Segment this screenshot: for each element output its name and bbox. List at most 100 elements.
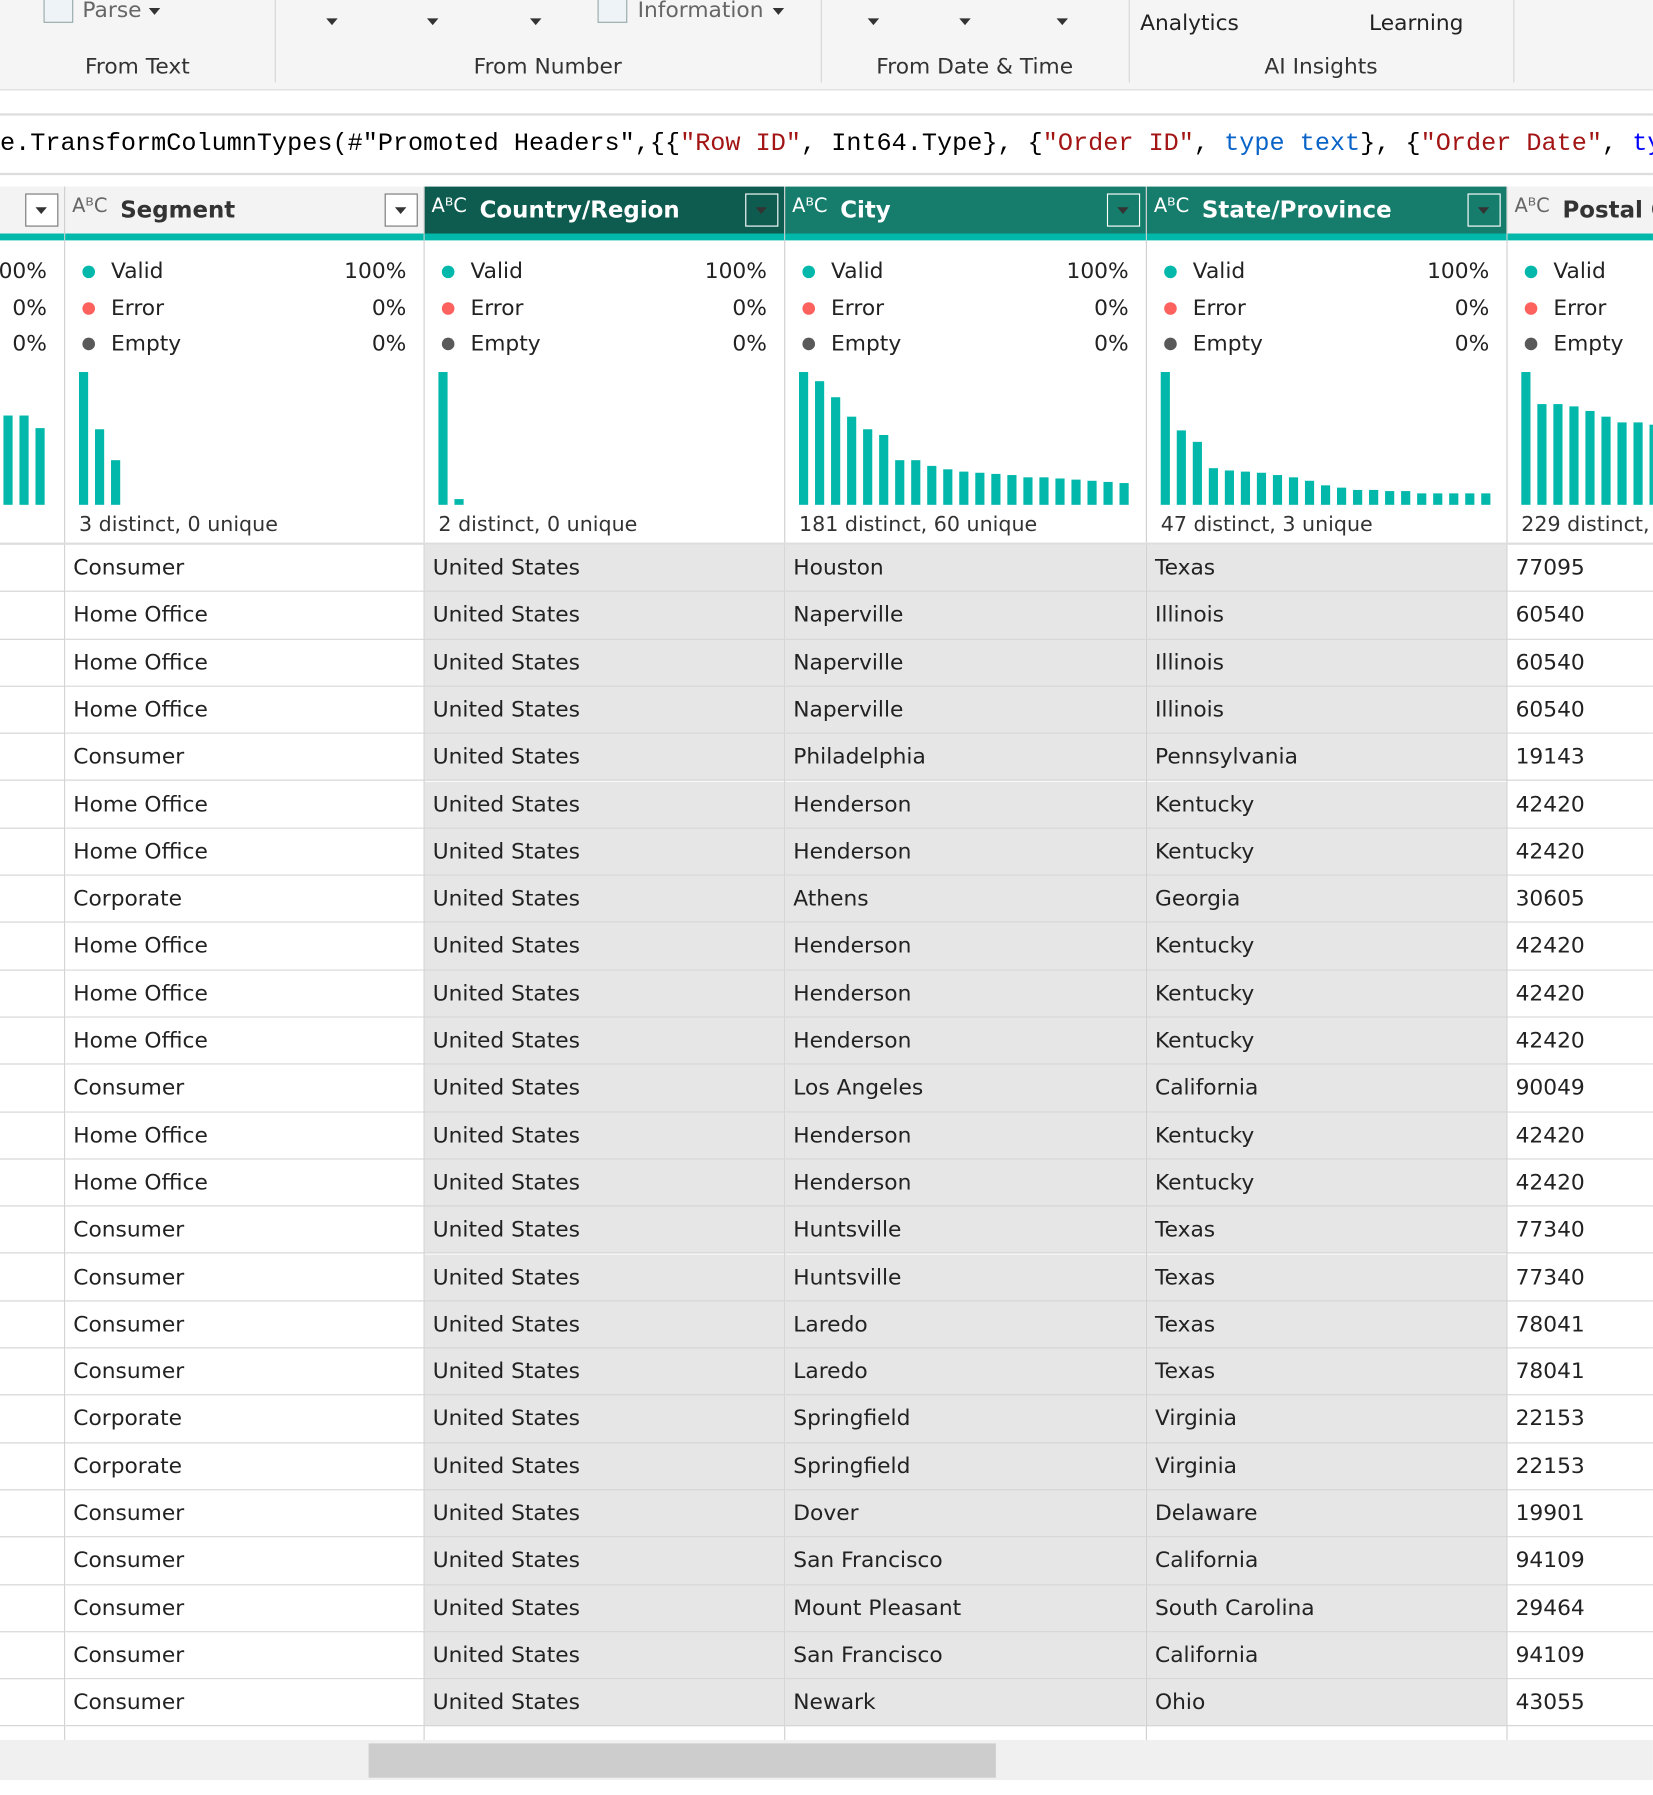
table-cell <box>424 1348 785 1396</box>
table-cell <box>65 1679 424 1727</box>
cell-text: United States <box>432 1453 580 1479</box>
histogram-bar <box>35 427 45 505</box>
table-cell <box>424 1301 785 1349</box>
table-cell <box>65 1632 424 1680</box>
row-line <box>0 1490 66 1538</box>
cell-text: 60540 <box>1515 602 1585 628</box>
table-cell <box>1146 1064 1507 1113</box>
ribbon-button[interactable]: Learning <box>1369 10 1464 36</box>
table-cell <box>785 592 1146 640</box>
cell-text: United States <box>432 555 580 581</box>
table-cell <box>785 1443 1146 1491</box>
stat-dot <box>82 265 96 279</box>
column-filter[interactable] <box>745 193 779 227</box>
table-cell <box>1507 1064 1653 1113</box>
table-cell <box>65 544 424 593</box>
table-cell <box>1146 1584 1507 1633</box>
table-cell <box>785 923 1146 971</box>
dropdown-caret[interactable] <box>772 8 785 15</box>
histogram-bar <box>975 472 985 505</box>
dropdown-caret[interactable] <box>394 207 407 215</box>
table-cell <box>65 1584 424 1633</box>
table-cell <box>1146 781 1507 829</box>
header-accent <box>0 233 66 241</box>
stat-label: Valid <box>470 258 523 284</box>
column-name[interactable]: Country/Region <box>479 195 680 224</box>
dropdown-caret[interactable] <box>867 18 880 26</box>
cell-text: Kentucky <box>1155 838 1255 865</box>
cell-text: South Carolina <box>1155 1595 1315 1621</box>
table-cell <box>1146 1301 1507 1349</box>
histogram-bar <box>1481 492 1491 505</box>
cell-text: Consumer <box>73 555 185 581</box>
formula-token: "Row ID" <box>680 129 801 158</box>
cell-text: 94109 <box>1515 1642 1585 1668</box>
dropdown-caret[interactable] <box>1117 207 1129 215</box>
column-name[interactable]: City <box>840 195 891 224</box>
stat-value: 100% <box>1066 258 1129 284</box>
table-cell <box>424 1254 785 1302</box>
column-header <box>65 186 425 235</box>
row-line <box>0 876 66 924</box>
table-cell <box>785 1679 1146 1727</box>
row-line <box>0 970 66 1018</box>
cell-text: Kentucky <box>1155 791 1255 817</box>
cell-text: Corporate <box>73 886 182 912</box>
table-cell <box>65 1490 424 1538</box>
table-cell <box>1146 1632 1507 1680</box>
table-cell <box>424 923 785 971</box>
table-cell <box>785 1395 1146 1444</box>
column-filter[interactable] <box>1467 193 1501 227</box>
dropdown-caret[interactable] <box>148 8 161 15</box>
dropdown-caret[interactable] <box>1056 18 1069 26</box>
cell-text: United States <box>432 1642 580 1668</box>
dropdown-caret[interactable] <box>755 207 767 215</box>
table-cell <box>1146 828 1507 876</box>
table-cell <box>424 686 785 734</box>
column-name[interactable]: State/Province <box>1201 195 1392 224</box>
profile-divider <box>1507 542 1653 545</box>
column-name[interactable]: Postal C <box>1562 195 1653 224</box>
table-cell <box>65 639 424 687</box>
histogram-bar <box>1417 492 1427 505</box>
row-line <box>0 592 66 640</box>
histogram-bar <box>1433 492 1443 505</box>
column-summary: 2 distinct, 0 unique <box>438 512 638 537</box>
cell-text: Home Office <box>73 838 208 865</box>
ribbon-button[interactable]: Information <box>637 0 764 23</box>
cell-text: Kentucky <box>1155 933 1255 959</box>
column-name[interactable]: Segment <box>120 195 236 224</box>
table-cell <box>1507 686 1653 734</box>
dropdown-caret[interactable] <box>1477 207 1490 215</box>
dropdown-caret[interactable] <box>529 18 542 26</box>
dropdown-caret[interactable] <box>959 18 971 26</box>
dropdown-caret[interactable] <box>426 18 439 26</box>
ribbon-button[interactable]: Analytics <box>1140 10 1239 36</box>
table-cell <box>1507 1584 1653 1633</box>
cell-text: United States <box>432 696 580 723</box>
histogram-bar <box>1521 372 1531 505</box>
ribbon-button[interactable]: Parse <box>82 0 142 23</box>
histogram-bar <box>1087 480 1097 505</box>
stat-value: 0% <box>1454 330 1490 357</box>
stat-dot <box>1164 337 1177 351</box>
histogram-bar <box>1649 425 1653 505</box>
table-cell <box>65 1112 424 1160</box>
dropdown-caret[interactable] <box>326 18 338 26</box>
cell-text: Home Office <box>73 933 208 959</box>
formula-token: , Int64.Type}, { <box>800 129 1043 158</box>
dropdown-caret[interactable] <box>35 207 47 215</box>
scrollbar-thumb[interactable] <box>368 1743 996 1778</box>
table-cell <box>65 875 424 924</box>
table-cell <box>785 781 1146 829</box>
cell-text: United States <box>432 1075 580 1101</box>
stat-label: Valid <box>111 258 164 284</box>
cell-text: Consumer <box>73 1642 185 1668</box>
column-filter[interactable] <box>1106 193 1141 227</box>
stat-label: Valid <box>831 258 884 284</box>
column-header <box>785 186 1147 235</box>
row-line <box>0 923 66 971</box>
row-line <box>0 1065 66 1113</box>
histogram-bar <box>95 429 105 505</box>
histogram-bar <box>1119 483 1129 505</box>
